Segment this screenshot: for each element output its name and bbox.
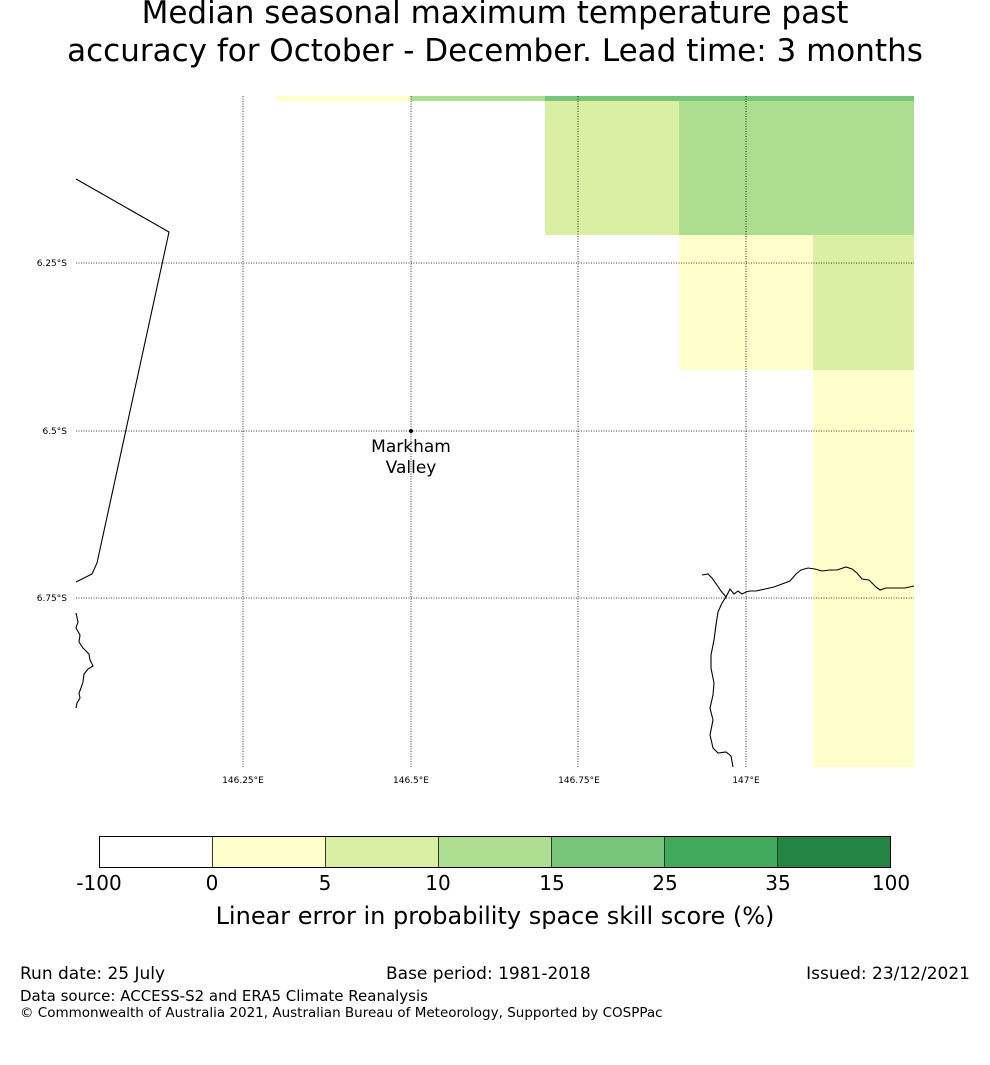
skill-map: Markham Valley 6.25°S 6.5°S 6.75°S 146.2… (37, 96, 915, 786)
cell-top-strip-15-25 (545, 96, 914, 101)
colorbar-segment-2 (213, 837, 326, 867)
location-label-line-2: Valley (386, 458, 437, 478)
colorbar-segment-4 (439, 837, 552, 867)
run-date: Run date: 25 July (20, 964, 166, 984)
colorbar-segment-6 (665, 837, 778, 867)
colorbar-segment-5 (552, 837, 665, 867)
colorbar-tick: 0 (205, 871, 219, 895)
colorbar-tick: 15 (539, 871, 565, 895)
lon-label-146-5: 146.5°E (393, 776, 429, 786)
lon-label-146-75: 146.75°E (558, 776, 600, 786)
colorbar-tick: -100 (76, 871, 122, 895)
base-period: Base period: 1981-2018 (386, 964, 591, 984)
coastline-west-lower (75, 612, 94, 709)
title-line-2: accuracy for October - December. Lead ti… (67, 33, 923, 69)
data-source: Data source: ACCESS-S2 and ERA5 Climate … (20, 987, 428, 1005)
coastlines (75, 178, 915, 768)
coastline-east (701, 573, 734, 768)
cell-5-10-b (813, 235, 914, 370)
lat-label-6-75: 6.75°S (37, 594, 68, 604)
latitude-labels: 6.25°S 6.5°S 6.75°S (37, 259, 68, 604)
lat-label-6-5: 6.5°S (42, 427, 67, 437)
cell-10-15-a (679, 101, 914, 235)
copyright: © Commonwealth of Australia 2021, Austra… (20, 1005, 663, 1021)
markham-valley-marker (409, 429, 413, 433)
cell-top-strip-0-5 (276, 96, 411, 101)
issued-date: Issued: 23/12/2021 (806, 964, 970, 984)
map-title: Median seasonal maximum temperature past… (0, 0, 990, 70)
colorbar-tick: 100 (871, 871, 911, 895)
cell-top-strip-10-15 (411, 96, 545, 101)
colorbar-segment-1 (100, 837, 213, 867)
colorbar (99, 836, 891, 868)
colorbar-tick: 5 (318, 871, 332, 895)
title-line-1: Median seasonal maximum temperature past (141, 0, 849, 31)
cell-5-10-a (545, 101, 679, 235)
lon-label-146-25: 146.25°E (222, 776, 264, 786)
lon-label-147: 147°E (732, 776, 760, 786)
longitude-labels: 146.25°E 146.5°E 146.75°E 147°E (222, 776, 760, 786)
lat-label-6-25: 6.25°S (37, 259, 68, 269)
location-label-line-1: Markham (371, 437, 451, 457)
skill-cells (276, 96, 914, 767)
coastline-west (75, 178, 170, 583)
colorbar-tick: 10 (425, 871, 451, 895)
coastline-east-shore (725, 566, 915, 598)
colorbar-tick: 35 (765, 871, 791, 895)
colorbar-tick: 25 (652, 871, 678, 895)
colorbar-label: Linear error in probability space skill … (215, 902, 775, 930)
cell-0-5-b (813, 370, 914, 767)
colorbar-segment-7 (778, 837, 890, 867)
cell-0-5-a (679, 235, 813, 370)
colorbar-segment-3 (326, 837, 439, 867)
